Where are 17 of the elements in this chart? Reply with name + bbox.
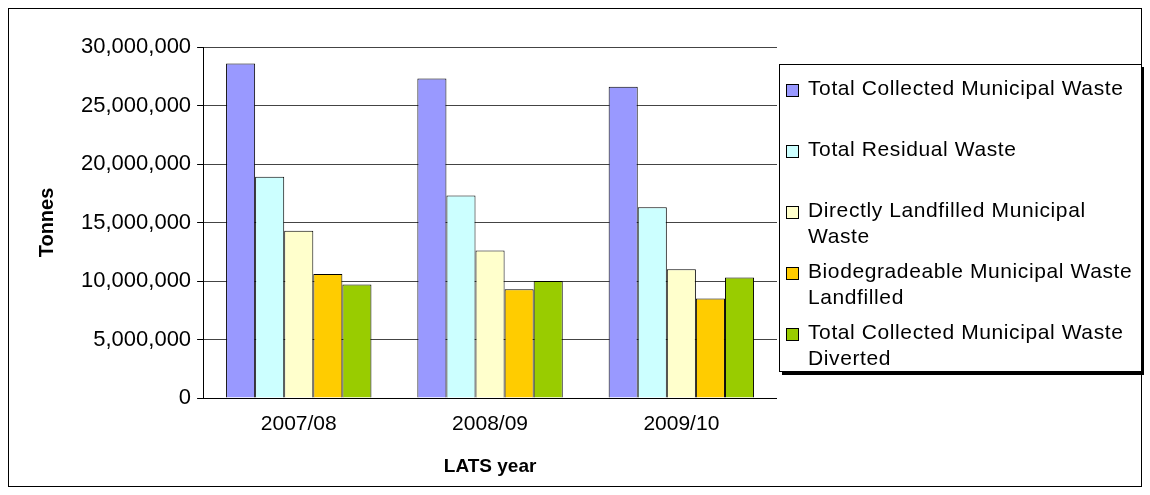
legend-label: Total Collected Municipal Waste Diverted bbox=[808, 319, 1125, 371]
x-tick-label: 2009/10 bbox=[643, 411, 720, 435]
y-tick-label: 15,000,000 bbox=[81, 208, 192, 234]
y-tick-label: 25,000,000 bbox=[81, 91, 192, 117]
y-tick-label: 10,000,000 bbox=[81, 267, 192, 293]
x-tick-label: 2007/08 bbox=[260, 411, 337, 435]
legend-label: Total Collected Municipal Waste bbox=[808, 75, 1125, 101]
y-tick-label: 5,000,000 bbox=[93, 325, 192, 351]
x-axis-title: LATS year bbox=[443, 454, 537, 476]
y-tick-label: 0 bbox=[178, 384, 192, 410]
y-tick-label: 20,000,000 bbox=[81, 150, 192, 176]
y-axis-title: Tonnes bbox=[34, 187, 57, 258]
y-tick-label: 30,000,000 bbox=[81, 33, 192, 59]
legend-label: Total Residual Waste bbox=[808, 136, 1018, 162]
x-tick-label: 2008/09 bbox=[452, 411, 529, 435]
legend-label: Biodegradeable Municipal Waste Landfilled bbox=[808, 258, 1134, 310]
legend-label: Directly Landfilled Municipal Waste bbox=[808, 197, 1087, 249]
